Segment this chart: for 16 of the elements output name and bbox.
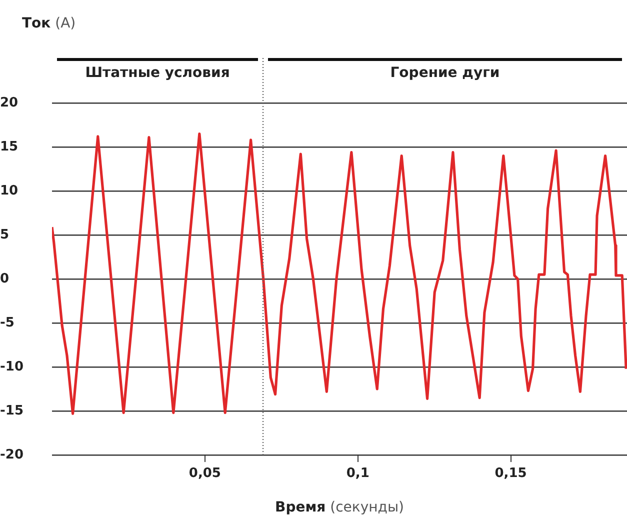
y-tick-label: 20 [0,95,18,110]
text: Штатные условия [57,58,258,81]
y-tick-label: 10 [0,183,18,198]
y-tick-label: 15 [0,139,18,154]
y-tick-label: 0 [0,271,10,286]
text: Горение дуги [268,58,622,81]
x-tick-label: 0,1 [346,466,370,482]
y-axis-title: Ток (А) [22,16,76,32]
x-tick-label: 0,05 [188,466,221,482]
y-tick-label: 5 [0,227,10,242]
y-tick-label: -15 [0,403,24,418]
x-axis-title: Время (секунды) [275,500,404,516]
y-tick-label: -5 [0,315,14,330]
y-tick-label: -10 [0,359,24,374]
x-tick-label: 0,15 [494,466,527,482]
y-tick-label: -20 [0,447,24,462]
